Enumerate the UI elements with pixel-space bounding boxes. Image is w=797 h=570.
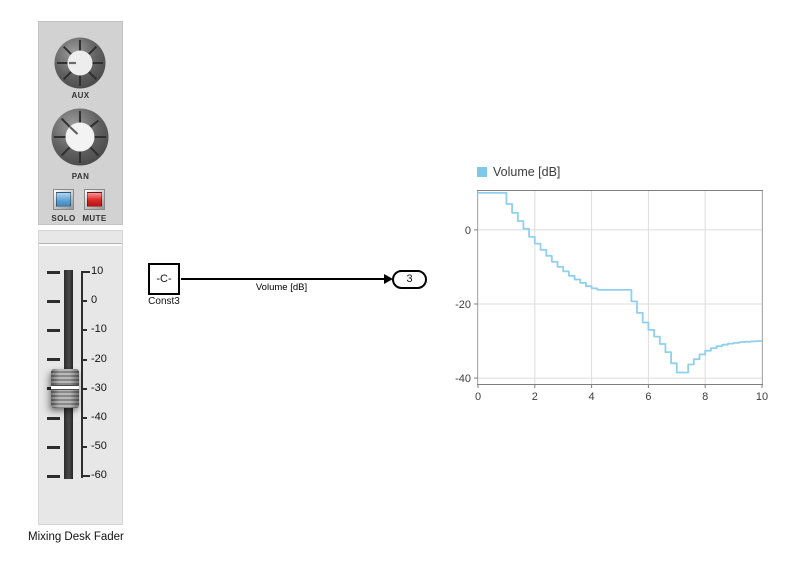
- wire-label: Volume [dB]: [255, 282, 308, 293]
- volume-step-chart: 0 2 4 6 8 10 0 -20 -40: [455, 191, 768, 403]
- svg-text:6: 6: [645, 391, 651, 403]
- chart-legend: Volume [dB]: [477, 165, 560, 179]
- signal-wire[interactable]: [181, 278, 386, 280]
- svg-text:-40: -40: [455, 373, 471, 385]
- panel-divider: [39, 243, 122, 246]
- fader-scale-tick: [81, 417, 87, 419]
- legend-swatch-icon: [477, 167, 487, 177]
- pan-knob-label: PAN: [71, 172, 90, 181]
- fader-scale-label: -20: [91, 352, 107, 365]
- solo-button[interactable]: [53, 189, 74, 210]
- mute-button-label: MUTE: [82, 214, 107, 223]
- fader-scale-label: -60: [91, 469, 107, 482]
- aux-knob-icon[interactable]: [54, 37, 106, 89]
- fader-scale-label: -40: [91, 411, 107, 423]
- svg-text:8: 8: [702, 391, 708, 403]
- svg-text:0: 0: [465, 225, 471, 237]
- svg-text:-20: -20: [455, 299, 471, 311]
- svg-text:10: 10: [756, 391, 768, 403]
- svg-text:4: 4: [589, 391, 595, 403]
- solo-button-label: SOLO: [51, 214, 76, 223]
- fader-scale-line: [81, 272, 83, 479]
- aux-knob-label: AUX: [71, 91, 90, 100]
- fader-scale-label: -10: [91, 323, 107, 336]
- fader-thumb-stripe: [51, 385, 79, 391]
- fader-scale-tick: [81, 358, 87, 361]
- fader-panel: 10 0 -10 -20 -30 -40 -50 -60: [38, 230, 123, 525]
- legend-label: Volume [dB]: [493, 165, 561, 179]
- fader-tick: [47, 299, 60, 303]
- fader-tick: [47, 270, 60, 274]
- fader-scale-label: -30: [91, 381, 107, 394]
- fader-scale-tick: [81, 300, 87, 303]
- fader-scale-label: 10: [91, 265, 104, 277]
- constant-block[interactable]: -C-: [148, 263, 180, 295]
- fader-thumb[interactable]: [51, 369, 79, 409]
- fader-scale-label: 0: [91, 294, 98, 307]
- scope-plot-area[interactable]: 0 2 4 6 8 10 0 -20 -40: [455, 190, 768, 403]
- pan-knob-icon[interactable]: [51, 108, 109, 166]
- fader-scale-tick: [81, 271, 90, 273]
- fader-scale-label: -50: [91, 440, 107, 453]
- constant-block-name: Const3: [148, 296, 180, 307]
- fader-tick: [47, 358, 60, 362]
- mute-button-light: [87, 192, 102, 207]
- mixer-control-panel: AUX PAN SOLO MUTE: [38, 21, 123, 225]
- svg-text:2: 2: [532, 391, 538, 403]
- wire-arrowhead-icon: [384, 274, 393, 284]
- fader-scale-tick: [81, 387, 87, 390]
- fader-scale-tick: [81, 446, 87, 449]
- fader-scale-tick: [81, 475, 90, 478]
- outport-block[interactable]: 3: [392, 270, 427, 289]
- fader-tick: [47, 474, 60, 478]
- fader-scale-tick: [81, 329, 87, 332]
- fader-tick: [47, 416, 60, 420]
- mixing-desk-fader-title: Mixing Desk Fader: [28, 531, 124, 543]
- fader-tick: [47, 328, 60, 332]
- svg-text:0: 0: [475, 391, 481, 403]
- solo-button-light: [56, 192, 71, 207]
- mute-button[interactable]: [84, 189, 105, 210]
- fader-tick: [47, 445, 60, 449]
